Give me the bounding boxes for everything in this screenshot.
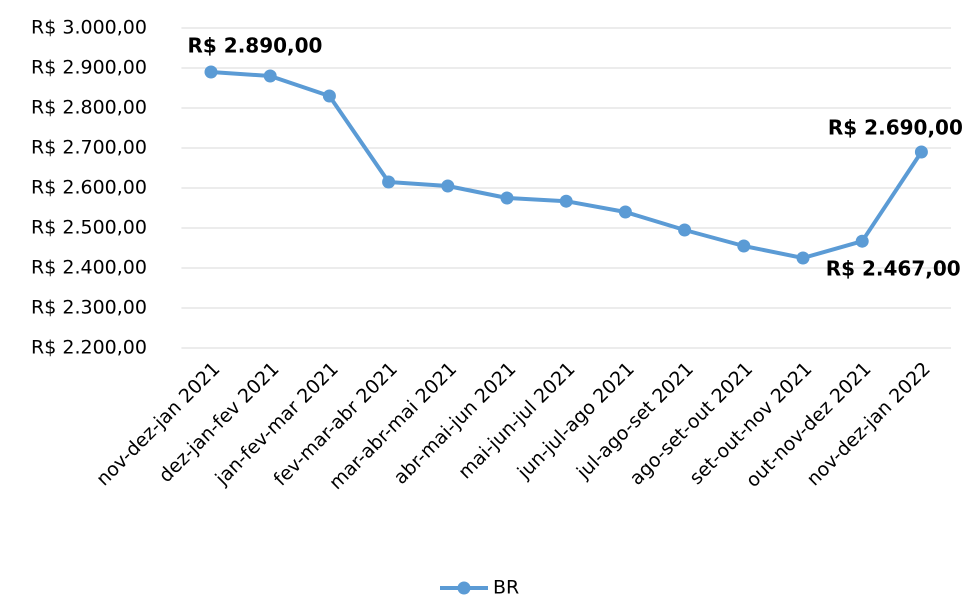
data-label: R$ 2.890,00 xyxy=(188,34,323,58)
data-point xyxy=(559,194,573,208)
data-point xyxy=(500,191,514,205)
data-point xyxy=(737,239,751,253)
y-tick-label: R$ 2.600,00 xyxy=(31,177,147,199)
data-point xyxy=(855,234,869,248)
y-tick-label: R$ 2.500,00 xyxy=(31,217,147,239)
data-label: R$ 2.690,00 xyxy=(828,116,963,140)
y-tick-label: R$ 3.000,00 xyxy=(31,17,147,39)
data-point xyxy=(263,69,277,83)
data-point xyxy=(618,205,632,219)
data-label: R$ 2.467,00 xyxy=(826,257,961,281)
series-line xyxy=(210,70,924,260)
data-point xyxy=(678,223,692,237)
y-tick-label: R$ 2.800,00 xyxy=(31,97,147,119)
y-tick-label: R$ 2.200,00 xyxy=(31,337,147,359)
data-point xyxy=(796,251,810,265)
legend-marker xyxy=(457,581,471,595)
y-tick-label: R$ 2.300,00 xyxy=(31,297,147,319)
data-point xyxy=(914,145,928,159)
data-point xyxy=(204,65,218,79)
data-point xyxy=(441,179,455,193)
data-point xyxy=(322,89,336,103)
y-tick-label: R$ 2.900,00 xyxy=(31,57,147,79)
y-tick-label: R$ 2.400,00 xyxy=(31,257,147,279)
data-point xyxy=(382,175,396,189)
legend-label: BR xyxy=(493,577,519,597)
y-tick-label: R$ 2.700,00 xyxy=(31,137,147,159)
